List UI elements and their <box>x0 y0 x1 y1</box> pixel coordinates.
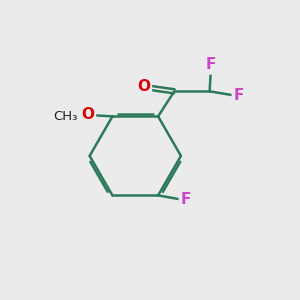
Text: methoxy: methoxy <box>56 116 63 117</box>
Text: F: F <box>206 57 216 72</box>
Text: CH₃: CH₃ <box>53 110 77 123</box>
Text: F: F <box>181 192 191 207</box>
Text: O: O <box>81 107 94 122</box>
Text: O: O <box>137 80 150 94</box>
Text: F: F <box>234 88 244 103</box>
